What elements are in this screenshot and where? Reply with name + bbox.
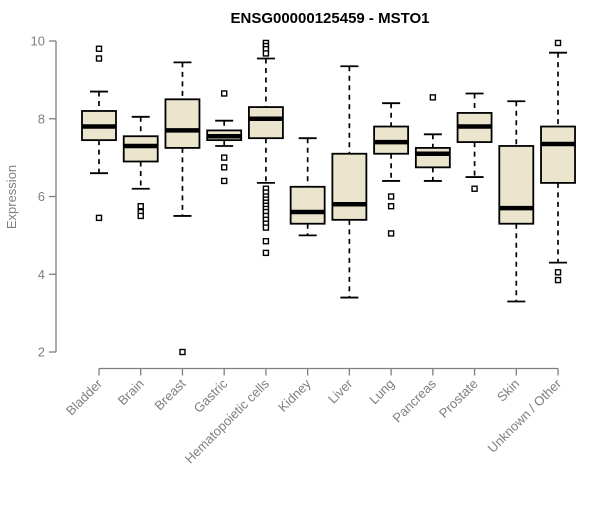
outlier-point xyxy=(220,177,228,185)
box-lung xyxy=(373,102,410,237)
outlier-point xyxy=(262,249,270,257)
box-breast xyxy=(164,61,201,356)
box-unknown-other xyxy=(540,39,576,284)
box-gastric xyxy=(206,90,243,185)
outlier-point xyxy=(137,203,144,210)
iqr-box xyxy=(540,125,576,184)
box-bladder xyxy=(81,45,117,222)
x-tick-label-bladder: Bladder xyxy=(63,376,106,419)
x-tick-label-gastric: Gastric xyxy=(191,376,231,416)
outlier-point xyxy=(262,50,270,57)
outlier-point xyxy=(554,269,562,276)
outlier-point xyxy=(387,230,395,237)
box-kidney xyxy=(289,137,326,237)
y-tick-label: 2 xyxy=(38,345,45,360)
chart-title: ENSG00000125459 - MSTO1 xyxy=(230,10,429,27)
iqr-box xyxy=(248,106,284,140)
outlier-point xyxy=(95,214,103,222)
outlier-point xyxy=(262,238,270,245)
iqr-box xyxy=(164,98,201,149)
box-liver xyxy=(331,65,368,299)
box-prostate xyxy=(456,92,493,192)
y-axis-label: Expression xyxy=(4,165,19,229)
y-axis: 2 4 6 8 10 xyxy=(31,34,57,360)
x-tick-label-kidney: Kidney xyxy=(275,376,314,415)
outlier-point xyxy=(95,45,103,52)
box-brain xyxy=(122,115,159,220)
iqr-box xyxy=(331,152,368,221)
x-tick-label-lung: Lung xyxy=(366,376,397,407)
outlier-point xyxy=(220,90,228,97)
iqr-box xyxy=(414,147,451,169)
outlier-point xyxy=(429,94,437,101)
box-skin xyxy=(498,100,535,303)
y-tick-label: 10 xyxy=(31,34,45,49)
iqr-box xyxy=(498,145,535,225)
box-hematopoietic-cells xyxy=(248,39,284,257)
outlier-point xyxy=(179,348,186,356)
outlier-point xyxy=(137,212,144,220)
outlier-point xyxy=(262,224,270,231)
outlier-point xyxy=(554,276,562,284)
x-tick-label-pancreas: Pancreas xyxy=(390,376,440,426)
outlier-point xyxy=(220,164,228,171)
y-tick-label: 4 xyxy=(38,267,45,282)
x-tick-label-unknown-other: Unknown / Other xyxy=(485,376,565,456)
outlier-point xyxy=(387,193,395,200)
outlier-point xyxy=(554,39,562,47)
y-tick-label: 8 xyxy=(38,111,45,126)
iqr-box xyxy=(122,135,159,163)
outlier-point xyxy=(387,203,395,210)
outlier-point xyxy=(220,154,228,161)
x-tick-label-breast: Breast xyxy=(151,376,188,413)
iqr-box xyxy=(289,185,326,225)
outlier-point xyxy=(95,55,103,62)
boxplot-series xyxy=(81,39,576,356)
outlier-point xyxy=(471,185,478,192)
x-tick-label-liver: Liver xyxy=(325,376,356,407)
y-tick-label: 6 xyxy=(38,189,45,204)
x-tick-label-skin: Skin xyxy=(494,376,522,404)
x-tick-label-brain: Brain xyxy=(115,376,147,408)
x-tick-label-prostate: Prostate xyxy=(436,376,481,421)
box-pancreas xyxy=(414,94,451,182)
